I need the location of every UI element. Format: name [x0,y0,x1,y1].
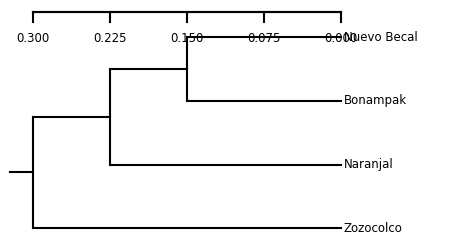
Text: Bonampak: Bonampak [344,94,407,107]
Text: 0.000: 0.000 [325,32,358,45]
Text: Zozocolco: Zozocolco [344,222,402,235]
Text: 0.225: 0.225 [93,32,127,45]
Text: Naranjal: Naranjal [344,158,393,171]
Text: Nuevo Becal: Nuevo Becal [344,31,418,44]
Text: 0.300: 0.300 [17,32,50,45]
Text: 0.150: 0.150 [171,32,204,45]
Text: 0.075: 0.075 [247,32,281,45]
